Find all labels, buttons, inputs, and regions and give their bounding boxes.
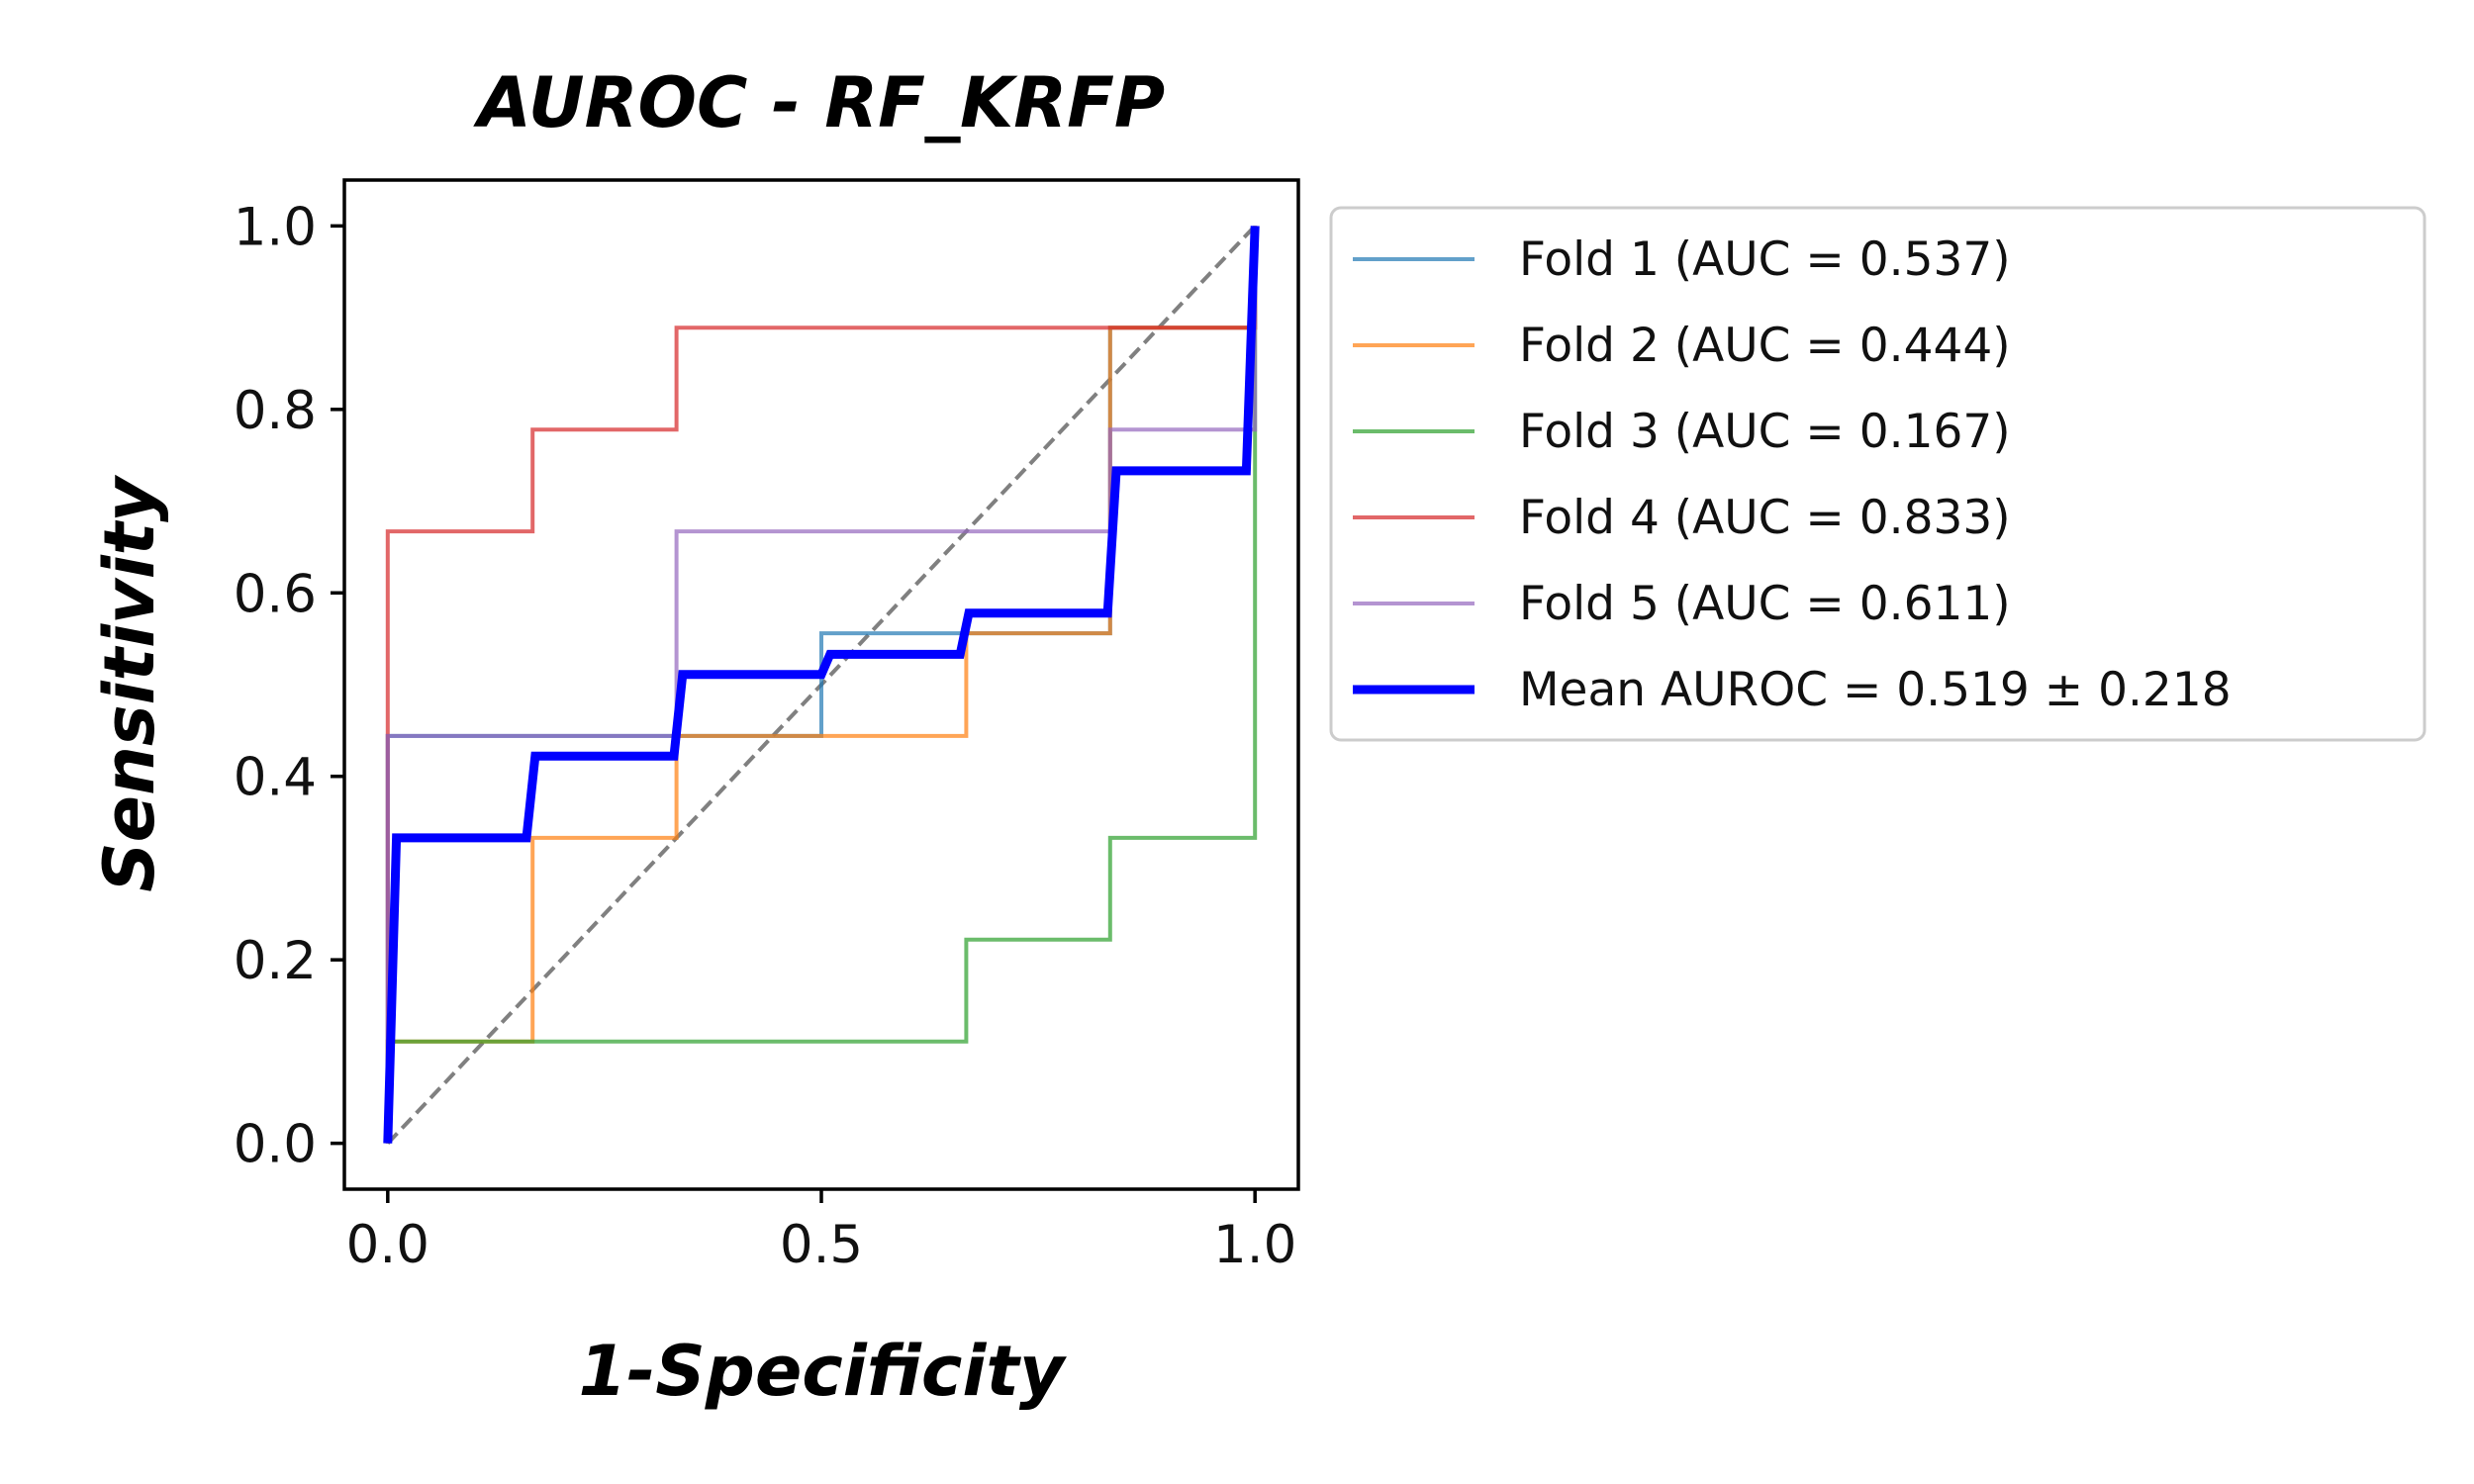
y-tick-label: 0.8 <box>234 381 317 441</box>
legend-label: Fold 1 (AUC = 0.537) <box>1519 232 2011 287</box>
y-tick-label: 0.4 <box>234 748 317 808</box>
legend-label: Mean AUROC = 0.519 ± 0.218 <box>1519 663 2232 717</box>
legend-label: Fold 2 (AUC = 0.444) <box>1519 319 2011 373</box>
y-tick-label: 1.0 <box>234 197 317 257</box>
y-axis-label: Sensitivity <box>89 474 170 892</box>
x-axis-label: 1-Specificity <box>579 1331 1068 1412</box>
y-axis-ticks: 0.0 0.2 0.4 0.6 0.8 1.0 <box>234 197 344 1175</box>
mean-roc-line <box>383 226 1260 1144</box>
y-tick-label: 0.0 <box>234 1115 317 1175</box>
fold-4-roc-line <box>385 226 1258 1144</box>
x-tick-label: 0.0 <box>346 1215 429 1275</box>
legend-frame <box>1329 206 2426 742</box>
plot-area <box>383 224 1260 1146</box>
x-tick-label: 0.5 <box>780 1215 863 1275</box>
fold-3-roc-line <box>385 226 1258 1144</box>
legend-label: Fold 5 (AUC = 0.611) <box>1519 577 2011 631</box>
legend-label: Fold 4 (AUC = 0.833) <box>1519 491 2011 545</box>
x-tick-label: 1.0 <box>1213 1215 1296 1275</box>
x-axis-ticks: 0.0 0.5 1.0 <box>346 1189 1296 1275</box>
legend: Fold 1 (AUC = 0.537) Fold 2 (AUC = 0.444)… <box>1329 206 2426 742</box>
chart-title: AUROC - RF_KRFP <box>473 62 1165 143</box>
fold-5-roc-line <box>385 226 1258 1144</box>
legend-label: Fold 3 (AUC = 0.167) <box>1519 405 2011 459</box>
y-tick-label: 0.6 <box>234 564 317 624</box>
y-tick-label: 0.2 <box>234 931 317 991</box>
